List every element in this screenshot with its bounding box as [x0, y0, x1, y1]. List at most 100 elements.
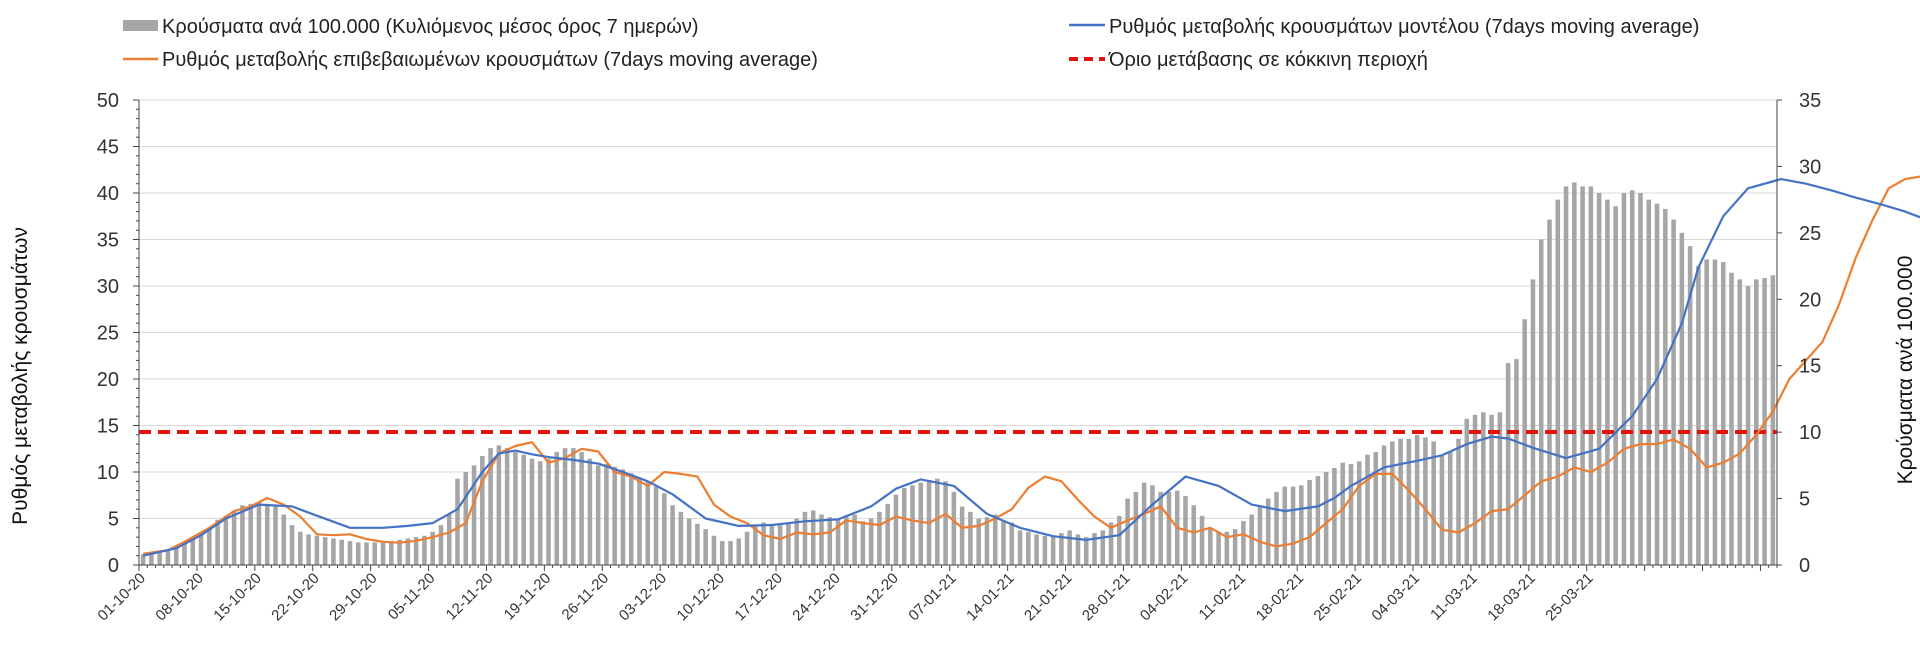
bar [248, 503, 253, 565]
bar [1265, 498, 1271, 565]
x-tick-label: 25-03-21 [1542, 570, 1596, 624]
bar [173, 546, 179, 565]
y-tick-label-left: 45 [97, 137, 119, 159]
bar [281, 514, 287, 565]
bar [1026, 531, 1031, 565]
bar [719, 541, 725, 565]
bar [405, 538, 411, 565]
bar [1696, 266, 1701, 565]
bar [959, 506, 965, 565]
bar [1770, 275, 1776, 565]
bar [827, 517, 833, 565]
bar [1224, 531, 1230, 565]
bar [1133, 491, 1139, 565]
bar [488, 448, 493, 565]
bar [331, 538, 336, 565]
legend-threshold-label: Όριο μετάβασης σε κόκκινη περιοχή [1108, 49, 1428, 71]
bar [1108, 522, 1114, 565]
bar [901, 487, 907, 565]
bar [1629, 190, 1635, 566]
bar [264, 503, 270, 565]
y-tick-label-left: 15 [97, 416, 119, 438]
x-tick-label: 01-10-20 [94, 570, 148, 624]
x-tick-label: 17-12-20 [731, 570, 785, 624]
y-tick-label-left: 35 [97, 230, 119, 252]
y-axis-title-right: Κρούσματα ανά 100.000 [1894, 256, 1917, 485]
bar [653, 486, 659, 565]
bar [662, 493, 667, 565]
bar [480, 456, 485, 565]
y-tick-label-right: 35 [1799, 90, 1821, 112]
bar [1191, 505, 1197, 565]
bar [1381, 445, 1387, 565]
bar [140, 554, 146, 565]
x-tick-label: 18-02-21 [1253, 570, 1307, 624]
bar [364, 542, 369, 565]
bar [372, 542, 378, 565]
bar [1505, 363, 1511, 565]
bar [1720, 262, 1726, 565]
bar [1605, 199, 1610, 565]
x-tick-label: 07-01-21 [905, 570, 959, 624]
x-tick-label: 11-02-21 [1196, 570, 1250, 624]
x-tick-label: 18-03-21 [1484, 570, 1538, 624]
bar [1621, 193, 1627, 565]
x-tick-label: 14-01-21 [963, 570, 1017, 624]
bar [835, 518, 841, 565]
bar [1373, 452, 1379, 565]
y-tick-label-left: 40 [97, 183, 119, 205]
x-tick-label: 03-12-20 [616, 570, 670, 624]
bar [207, 527, 212, 565]
bar [951, 491, 957, 565]
y-tick-label-right: 5 [1799, 489, 1810, 511]
bar [380, 541, 386, 565]
y-tick-label-left: 10 [97, 462, 119, 484]
bar [430, 531, 435, 565]
bar [968, 511, 973, 565]
bar [314, 535, 320, 565]
bar [306, 534, 311, 565]
x-tick-label: 08-10-20 [152, 570, 206, 624]
x-tick-label: 21-01-21 [1021, 570, 1075, 624]
bar [413, 537, 419, 565]
bar [1563, 186, 1569, 565]
bar [355, 542, 361, 565]
bar [521, 454, 526, 565]
bar [984, 517, 990, 565]
bar [637, 477, 642, 565]
bar [397, 539, 402, 565]
bar [537, 461, 543, 565]
bar [1671, 219, 1676, 566]
bar [1323, 472, 1329, 565]
bar [670, 505, 675, 565]
x-tick-label: 25-02-21 [1311, 570, 1365, 624]
bar [893, 494, 899, 565]
bar [1663, 208, 1668, 565]
bar [769, 523, 775, 565]
bar [1613, 206, 1618, 566]
bar [1729, 272, 1734, 565]
bar [736, 538, 742, 565]
bar [1530, 279, 1536, 565]
bar [885, 503, 890, 565]
bar [157, 553, 162, 565]
bar [1497, 412, 1503, 565]
bar [860, 521, 866, 565]
bar [1522, 319, 1527, 565]
bar [1067, 530, 1072, 565]
x-tick-label: 26-11-20 [559, 570, 613, 624]
bar [1257, 505, 1263, 565]
bar [786, 523, 791, 565]
bar [240, 505, 245, 565]
bar [753, 526, 758, 565]
bar [852, 514, 857, 565]
bar [695, 523, 700, 565]
x-tick-label: 11-03-21 [1427, 570, 1481, 624]
bar [1646, 199, 1652, 565]
bar [992, 514, 998, 565]
y-tick-label-right: 0 [1799, 555, 1810, 577]
bar [529, 458, 535, 565]
bar [1472, 414, 1478, 565]
bar [620, 469, 626, 565]
